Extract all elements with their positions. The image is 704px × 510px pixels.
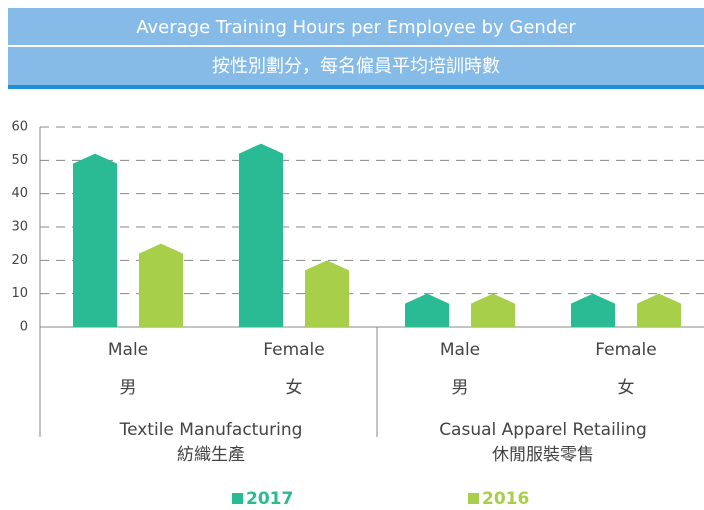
chart-subtitle: 按性別劃分，每名僱員平均培訓時數 [212,56,500,77]
bar [637,293,681,327]
x-tick-label: Male [108,340,148,360]
y-tick-label: 20 [11,253,28,268]
x-tick-label: Female [595,340,656,360]
bar [139,243,183,327]
group-label: Textile Manufacturing [119,420,303,440]
legend-label: 2016 [482,489,529,509]
legend-label: 2017 [246,489,293,509]
bar [471,293,515,327]
bar [571,293,615,327]
bar [305,260,349,327]
chart-title: Average Training Hours per Employee by G… [136,17,576,38]
title-band [8,8,704,45]
y-tick-label: 50 [11,153,28,168]
x-tick-label-zh: 男 [452,378,469,398]
bar [239,143,283,327]
bar [73,153,117,327]
group-label-zh: 紡織生產 [177,445,245,465]
legend-swatch [468,493,479,504]
bar [405,293,449,327]
y-tick-label: 10 [11,286,28,301]
subtitle-band [8,47,704,85]
y-tick-label: 30 [11,220,28,235]
y-tick-label: 0 [20,320,28,335]
group-label-zh: 休閒服裝零售 [492,445,594,465]
y-tick-label: 40 [11,186,28,201]
header-rule [8,85,704,89]
x-tick-label-zh: 女 [618,378,635,398]
x-tick-label-zh: 男 [120,378,137,398]
x-tick-label: Female [263,340,324,360]
x-tick-label: Male [440,340,480,360]
group-label: Casual Apparel Retailing [439,420,647,440]
y-tick-label: 60 [11,120,28,135]
legend-swatch [232,493,243,504]
x-tick-label-zh: 女 [286,378,303,398]
